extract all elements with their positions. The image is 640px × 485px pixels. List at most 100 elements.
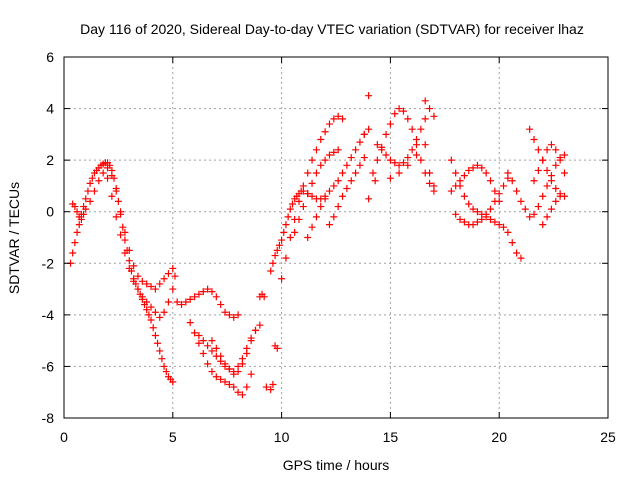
- data-point: [160, 362, 168, 370]
- data-point: [73, 208, 81, 216]
- data-point: [230, 370, 238, 378]
- data-point: [312, 213, 320, 221]
- data-point: [145, 311, 153, 319]
- series-arc-i: [267, 187, 329, 275]
- y-tick-label: 2: [46, 152, 54, 168]
- data-point: [543, 213, 551, 221]
- data-point: [143, 280, 151, 288]
- data-point: [208, 368, 216, 376]
- x-tick-label: 0: [60, 429, 68, 445]
- data-point: [534, 146, 542, 154]
- data-point: [447, 187, 455, 195]
- data-point: [539, 156, 547, 164]
- data-point: [473, 161, 481, 169]
- data-point: [147, 282, 155, 290]
- data-point: [421, 141, 429, 149]
- y-tick-label: -4: [42, 307, 55, 323]
- data-point: [217, 375, 225, 383]
- data-point: [408, 125, 416, 133]
- data-point: [373, 156, 381, 164]
- data-point: [288, 200, 296, 208]
- data-point: [125, 264, 133, 272]
- data-point: [517, 254, 525, 262]
- data-point: [334, 177, 342, 185]
- data-point: [169, 378, 177, 386]
- x-axis-label: GPS time / hours: [283, 457, 390, 473]
- data-point: [71, 203, 79, 211]
- data-point: [147, 303, 155, 311]
- data-point: [151, 308, 159, 316]
- data-point: [199, 350, 207, 358]
- data-point: [234, 388, 242, 396]
- data-point: [156, 280, 164, 288]
- data-point: [547, 205, 555, 213]
- data-point: [382, 151, 390, 159]
- data-point: [225, 365, 233, 373]
- data-point: [552, 146, 560, 154]
- data-point: [308, 156, 316, 164]
- data-point: [90, 187, 98, 195]
- y-tick-label: -6: [42, 358, 55, 374]
- series-arc-c: [104, 174, 179, 321]
- y-tick-labels: -8 -6 -4 -2 0 2 4 6: [42, 49, 55, 426]
- data-point: [556, 156, 564, 164]
- data-point: [260, 293, 268, 301]
- data-point: [269, 380, 277, 388]
- data-point: [526, 213, 534, 221]
- data-point: [404, 161, 412, 169]
- data-point: [334, 112, 342, 120]
- data-point: [486, 205, 494, 213]
- chart-title: Day 116 of 2020, Sidereal Day-to-day VTE…: [80, 21, 584, 37]
- data-point: [104, 164, 112, 172]
- data-point: [195, 339, 203, 347]
- data-point: [247, 337, 255, 345]
- data-point: [343, 161, 351, 169]
- data-point: [378, 146, 386, 154]
- data-point: [119, 223, 127, 231]
- data-point: [482, 169, 490, 177]
- data-point: [125, 246, 133, 254]
- data-point: [513, 187, 521, 195]
- data-point: [304, 190, 312, 198]
- data-point: [552, 197, 560, 205]
- data-point: [243, 350, 251, 358]
- data-point: [339, 169, 347, 177]
- data-point: [164, 298, 172, 306]
- data-point: [234, 368, 242, 376]
- data-point: [204, 360, 212, 368]
- data-point: [204, 342, 212, 350]
- data-point: [543, 146, 551, 154]
- data-point: [169, 264, 177, 272]
- data-point: [199, 288, 207, 296]
- series-isolated: [360, 92, 429, 138]
- data-point: [473, 218, 481, 226]
- data-point: [356, 161, 364, 169]
- data-point: [560, 169, 568, 177]
- data-point: [399, 159, 407, 167]
- data-point: [69, 249, 77, 257]
- data-point: [299, 203, 307, 211]
- data-point: [208, 288, 216, 296]
- data-point: [149, 324, 157, 332]
- data-point: [212, 293, 220, 301]
- data-point: [169, 285, 177, 293]
- data-point: [273, 246, 281, 254]
- data-point: [504, 169, 512, 177]
- series-arc-o: [373, 105, 438, 169]
- data-point: [321, 156, 329, 164]
- data-point: [262, 383, 270, 391]
- y-axis-label: SDTVAR / TECUs: [6, 182, 22, 294]
- data-point: [112, 187, 120, 195]
- data-point: [391, 159, 399, 167]
- data-point: [308, 179, 316, 187]
- data-point: [156, 347, 164, 355]
- data-point: [478, 215, 486, 223]
- data-point: [339, 192, 347, 200]
- data-point: [426, 105, 434, 113]
- data-point: [421, 115, 429, 123]
- data-point: [117, 231, 125, 239]
- data-point: [73, 228, 81, 236]
- data-point: [125, 257, 133, 265]
- data-point: [343, 185, 351, 193]
